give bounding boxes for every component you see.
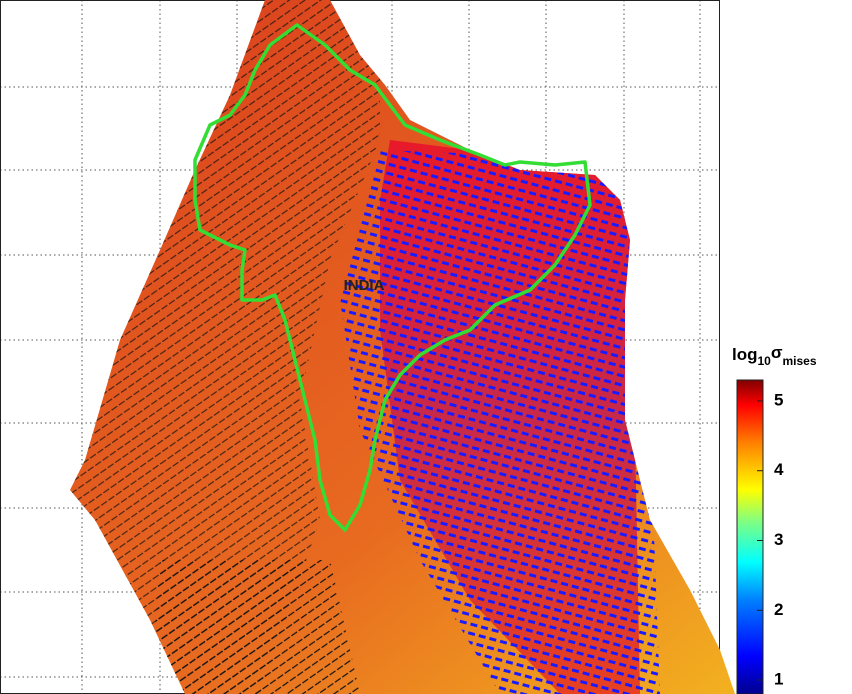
title-base: log	[732, 345, 758, 364]
figure: INDIA log10σmises 1 2 3 4 5	[0, 0, 852, 694]
title-base-sub: 10	[758, 354, 772, 368]
colorbar: log10σmises 1 2 3 4 5	[732, 343, 817, 694]
title-symbol: σ	[771, 343, 783, 362]
colorbar-scale	[737, 380, 763, 694]
colorbar-tick-label: 3	[774, 530, 783, 549]
country-label: INDIA	[344, 277, 385, 294]
colorbar-title: log10σmises	[732, 343, 817, 368]
colorbar-tick-label: 1	[774, 670, 783, 689]
colorbar-tick-label: 2	[774, 600, 783, 619]
stress-field	[0, 0, 852, 694]
title-symbol-sub: mises	[783, 354, 817, 368]
colorbar-tick-label: 5	[774, 390, 783, 409]
colorbar-tick-label: 4	[774, 460, 784, 479]
